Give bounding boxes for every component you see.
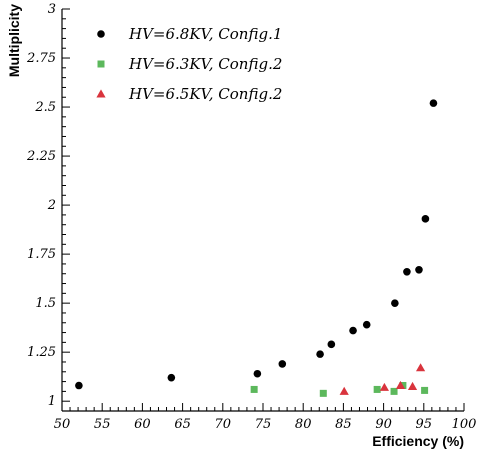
data-point-config1-6-8kv (167, 373, 176, 382)
legend-label-config1-6-8kv: HV=6.8KV, Config.1 (128, 25, 282, 43)
data-point-config1-6-8kv (253, 369, 262, 378)
x-tick-label: 60 (134, 417, 151, 432)
data-point-config2-6-3kv (373, 385, 381, 393)
legend-marker-config2-6-3kv (97, 60, 105, 68)
data-point-config1-6-8kv (421, 215, 430, 223)
x-tick-label: 55 (94, 417, 111, 432)
x-tick-label: 70 (215, 417, 232, 432)
data-point-config1-6-8kv (316, 350, 324, 358)
data-point-config1-6-8kv (349, 326, 357, 335)
data-point-config1-6-8kv (429, 99, 438, 107)
data-point-config2-6-5kv (407, 381, 418, 390)
legend-label-config2-6-5kv: HV=6.5KV, Config.2 (128, 85, 282, 103)
y-tick-label: 1.5 (35, 296, 56, 311)
data-point-config2-6-3kv (319, 389, 327, 397)
y-tick-label: 2.5 (34, 100, 56, 115)
x-axis-title: Efficiency (%) (372, 433, 464, 449)
data-point-config2-6-3kv (390, 387, 398, 395)
legend-marker-config1-6-8kv (97, 30, 105, 38)
data-point-config2-6-3kv (250, 385, 258, 393)
x-tick-label: 75 (255, 417, 272, 432)
y-tick-label: 2.25 (26, 149, 56, 164)
y-tick-label: 2 (47, 198, 56, 213)
data-point-config2-6-5kv (415, 363, 426, 372)
legend-label-config2-6-3kv: HV=6.3KV, Config.2 (128, 55, 282, 73)
data-point-config1-6-8kv (75, 381, 83, 390)
x-tick-label: 50 (54, 417, 71, 432)
y-tick-label: 3 (48, 2, 56, 17)
data-point-config2-6-5kv (395, 380, 406, 389)
legend-marker-config2-6-5kv (96, 89, 106, 98)
data-point-config1-6-8kv (362, 320, 371, 329)
x-tick-label: 85 (335, 417, 352, 432)
x-tick-label: 80 (295, 417, 312, 432)
data-point-config1-6-8kv (391, 299, 399, 307)
data-point-config1-6-8kv (278, 360, 287, 368)
data-point-config1-6-8kv (403, 267, 411, 276)
ticks: 50 55 60 65 70 75 80 85 90 95 100 1 1.25 1.5 1.75 2 2.25… (26, 2, 476, 432)
y-tick-label: 1 (48, 394, 56, 409)
y-tick-label: 2.75 (26, 51, 56, 66)
x-tick-label: 65 (174, 417, 191, 432)
data-point-config2-6-5kv (339, 386, 349, 395)
y-tick-label: 1.25 (27, 345, 56, 360)
x-tick-label: 95 (416, 417, 433, 432)
data-point-config1-6-8kv (327, 340, 336, 349)
x-tick-label: 100 (452, 417, 477, 432)
y-tick-label: 1.75 (27, 247, 56, 262)
data-points (75, 99, 438, 397)
x-tick-label: 90 (375, 417, 392, 432)
data-point-config1-6-8kv (415, 266, 423, 274)
legend: HV=6.8KV, Config.1 HV=6.3KV, Config.2 HV=6… (96, 25, 282, 103)
y-axis-title: Multiplicity (6, 4, 22, 77)
data-point-config2-6-3kv (421, 386, 429, 394)
data-point-config2-6-5kv (379, 382, 390, 391)
